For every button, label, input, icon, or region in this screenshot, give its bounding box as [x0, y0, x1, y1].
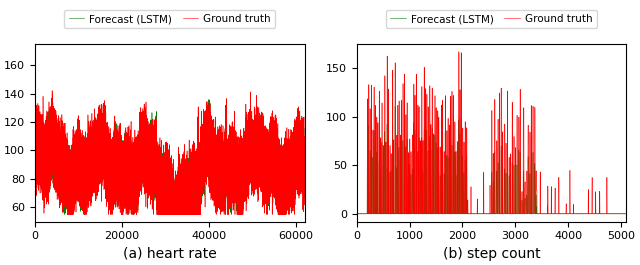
Ground truth [584, 188, 592, 191]
Forecast (LSTM) [584, 212, 592, 215]
Ground truth [353, 212, 360, 215]
Forecast (LSTM) [622, 212, 630, 215]
Forecast (LSTM) [451, 151, 459, 154]
Ground truth [48, 89, 56, 92]
Ground truth [575, 212, 582, 215]
Forecast (LSTM) [575, 212, 582, 215]
Ground truth [301, 156, 308, 160]
Ground truth [98, 146, 106, 149]
Ground truth [451, 120, 459, 123]
Legend: Forecast (LSTM), Ground truth: Forecast (LSTM), Ground truth [386, 10, 597, 28]
Ground truth [454, 50, 462, 54]
Ground truth [64, 149, 72, 153]
Ground truth [479, 212, 486, 215]
Line: Forecast (LSTM): Forecast (LSTM) [35, 100, 305, 214]
Forecast (LSTM) [31, 166, 39, 169]
Legend: Forecast (LSTM), Ground truth: Forecast (LSTM), Ground truth [65, 10, 275, 28]
Forecast (LSTM) [98, 161, 106, 165]
Forecast (LSTM) [205, 98, 212, 101]
X-axis label: (b) step count: (b) step count [443, 247, 540, 261]
Forecast (LSTM) [223, 127, 230, 130]
Forecast (LSTM) [300, 174, 307, 177]
Line: Ground truth: Ground truth [356, 52, 626, 214]
Forecast (LSTM) [64, 161, 72, 165]
Forecast (LSTM) [60, 213, 68, 216]
Forecast (LSTM) [391, 104, 399, 108]
Ground truth [31, 130, 39, 133]
Forecast (LSTM) [468, 212, 476, 215]
Ground truth [300, 186, 307, 189]
Ground truth [547, 212, 554, 215]
Ground truth [223, 134, 230, 137]
Ground truth [622, 212, 630, 215]
Forecast (LSTM) [125, 170, 133, 173]
Forecast (LSTM) [547, 212, 554, 215]
Ground truth [63, 213, 71, 216]
Ground truth [125, 142, 133, 145]
Line: Ground truth: Ground truth [35, 91, 305, 214]
Line: Forecast (LSTM): Forecast (LSTM) [356, 106, 626, 214]
Forecast (LSTM) [249, 138, 257, 142]
Ground truth [249, 139, 257, 142]
Forecast (LSTM) [353, 212, 360, 215]
Ground truth [468, 212, 476, 215]
Forecast (LSTM) [301, 156, 308, 159]
Forecast (LSTM) [479, 212, 486, 215]
X-axis label: (a) heart rate: (a) heart rate [123, 247, 217, 261]
